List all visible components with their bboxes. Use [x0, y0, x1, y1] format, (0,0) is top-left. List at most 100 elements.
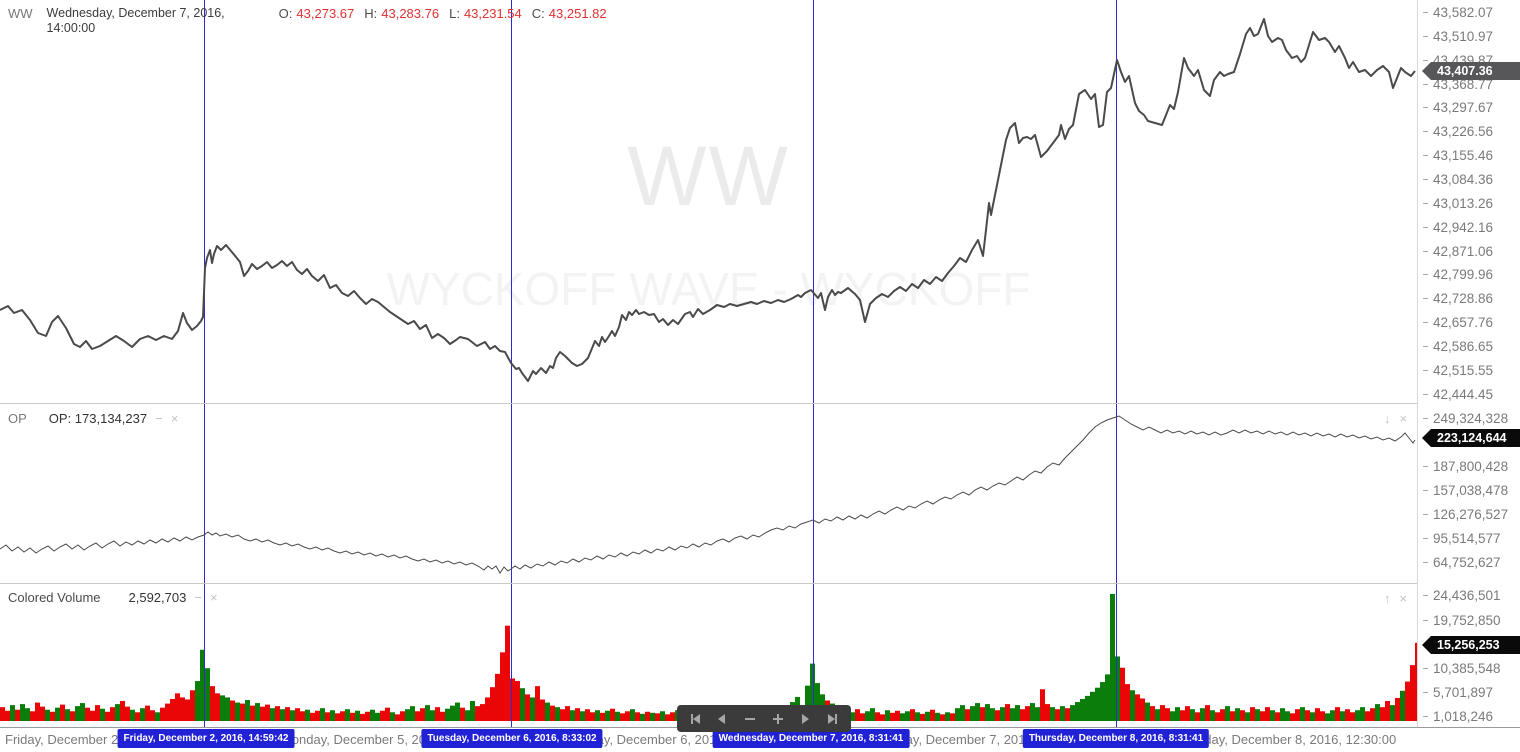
time-axis-label: Thursday, December 8, 2016, 12:30:00 [1171, 732, 1397, 747]
close-icon[interactable]: × [170, 411, 179, 426]
tick-mark [1423, 35, 1428, 37]
tick-mark [1423, 489, 1428, 491]
y-axis-tick: 42,799.96 [1423, 266, 1493, 282]
tick-mark [1423, 297, 1428, 299]
tick-mark [1423, 417, 1428, 419]
y-axis-tick: 126,276,527 [1423, 506, 1508, 522]
y-axis-tick: 43,368.77 [1423, 76, 1493, 92]
y-axis-tick: 43,084.36 [1423, 171, 1493, 187]
tick-mark [1423, 715, 1428, 717]
tick-mark [1423, 130, 1428, 132]
y-axis-tick: 43,510.97 [1423, 28, 1493, 44]
ohlc-label: L: [449, 6, 460, 21]
zoom-in-icon [772, 713, 783, 724]
tick-mark [1423, 513, 1428, 515]
op-last-value-badge: 223,124,644 [1422, 429, 1520, 447]
pane-divider[interactable] [0, 403, 1520, 404]
tick-mark [1423, 178, 1428, 180]
price-scale[interactable]: 43,582.07 43,510.97 43,439.87 43,368.77 43,2… [1417, 0, 1520, 727]
move-pane-down-icon[interactable]: ↓ [1384, 411, 1391, 426]
volume-title[interactable]: Colored Volume [8, 590, 101, 605]
y-axis-tick: 43,582.07 [1423, 4, 1493, 20]
op-title[interactable]: OP [8, 411, 27, 426]
volume-pane-legend: Colored Volume 2,592,703 − × [8, 590, 218, 605]
step-forward-button[interactable] [794, 708, 816, 730]
y-axis-tick: 42,871.06 [1423, 243, 1493, 259]
tick-mark [1423, 154, 1428, 156]
tick-mark [1423, 83, 1428, 85]
y-axis-tick: 42,728.86 [1423, 290, 1493, 306]
step-back-button[interactable] [711, 708, 733, 730]
session-time-badge: Friday, December 2, 2016, 14:59:42 [117, 729, 295, 748]
cursor-datetime: Wednesday, December 7, 2016, 14:00:00 [46, 6, 225, 35]
price-pane-legend: WW Wednesday, December 7, 2016, 14:00:00… [8, 6, 607, 36]
y-axis-tick: 10,385,548 [1423, 660, 1501, 676]
y-axis-tick: 42,444.45 [1423, 386, 1493, 402]
close-pane-icon[interactable]: × [1399, 591, 1408, 606]
close-icon[interactable]: × [209, 590, 218, 605]
symbol-label[interactable]: WW [8, 6, 33, 21]
y-axis-tick: 19,752,850 [1423, 612, 1501, 628]
tick-mark [1423, 11, 1428, 13]
skip-start-icon [690, 713, 700, 724]
op-pane-legend: OP OP: 173,134,237 − × [8, 411, 178, 426]
time-scale[interactable]: Friday, December 2, 2016 Monday, December… [0, 728, 1520, 752]
tick-mark [1423, 393, 1428, 395]
zoom-out-button[interactable] [739, 708, 761, 730]
tick-mark [1423, 465, 1428, 467]
session-time-badge: Tuesday, December 6, 2016, 8:33:02 [421, 729, 603, 748]
pane-divider[interactable] [0, 583, 1520, 584]
op-value: OP: 173,134,237 [48, 411, 148, 426]
collapse-icon[interactable]: − [155, 411, 163, 426]
zoom-in-button[interactable] [767, 708, 789, 730]
close-pane-icon[interactable]: × [1399, 411, 1408, 426]
y-axis-tick: 43,155.46 [1423, 147, 1493, 163]
watermark-symbol: WW [627, 129, 790, 223]
time-axis-label: Friday, December 2, 2016 [5, 732, 155, 747]
y-axis-tick: 157,038,478 [1423, 482, 1508, 498]
op-line-series [0, 415, 1416, 574]
tick-mark [1423, 691, 1428, 693]
skip-end-button[interactable] [822, 708, 844, 730]
tick-mark [1423, 369, 1428, 371]
watermark-description: WYCKOFF WAVE - WYCKOFF [386, 263, 1031, 315]
volume-bars [0, 593, 1417, 721]
y-axis-tick: 1,018,246 [1423, 708, 1493, 724]
tick-mark [1423, 345, 1428, 347]
skip-start-button[interactable] [684, 708, 706, 730]
volume-histogram [0, 593, 1417, 721]
session-break-line [204, 0, 205, 727]
session-break-line [813, 0, 814, 727]
skip-end-icon [828, 713, 838, 724]
op-pane-actions: ↓ × [1384, 411, 1407, 426]
collapse-icon[interactable]: − [194, 590, 202, 605]
step-forward-icon [802, 713, 810, 724]
tick-mark [1423, 202, 1428, 204]
tick-mark [1423, 667, 1428, 669]
tick-mark [1423, 273, 1428, 275]
tick-mark [1423, 250, 1428, 252]
y-axis-tick: 43,013.26 [1423, 195, 1493, 211]
y-axis-tick: 187,800,428 [1423, 458, 1508, 474]
y-axis-tick: 43,297.67 [1423, 99, 1493, 115]
y-axis-tick: 95,514,577 [1423, 530, 1501, 546]
zoom-out-icon [745, 717, 756, 720]
volume-pane-actions: ↑ × [1384, 591, 1407, 606]
ohlc-value: 43,251.82 [548, 6, 607, 21]
line-series-layer [0, 18, 1416, 574]
tick-mark [1423, 59, 1428, 61]
chart-navigation-toolbar [677, 705, 851, 732]
y-axis-tick: 42,515.55 [1423, 362, 1493, 378]
tick-mark [1423, 106, 1428, 108]
y-axis-tick: 42,942.16 [1423, 219, 1493, 235]
time-axis-label: Monday, December 5, 2016 [281, 732, 441, 747]
move-pane-up-icon[interactable]: ↑ [1384, 591, 1391, 606]
session-time-badge: Thursday, December 8, 2016, 8:31:41 [1022, 729, 1210, 748]
ohlc-label: O: [278, 6, 293, 21]
y-axis-tick: 43,226.56 [1423, 123, 1493, 139]
session-break-line [1116, 0, 1117, 727]
ohlc-label: C: [531, 6, 545, 21]
y-axis-tick: 24,436,501 [1423, 587, 1501, 603]
tick-mark [1423, 321, 1428, 323]
